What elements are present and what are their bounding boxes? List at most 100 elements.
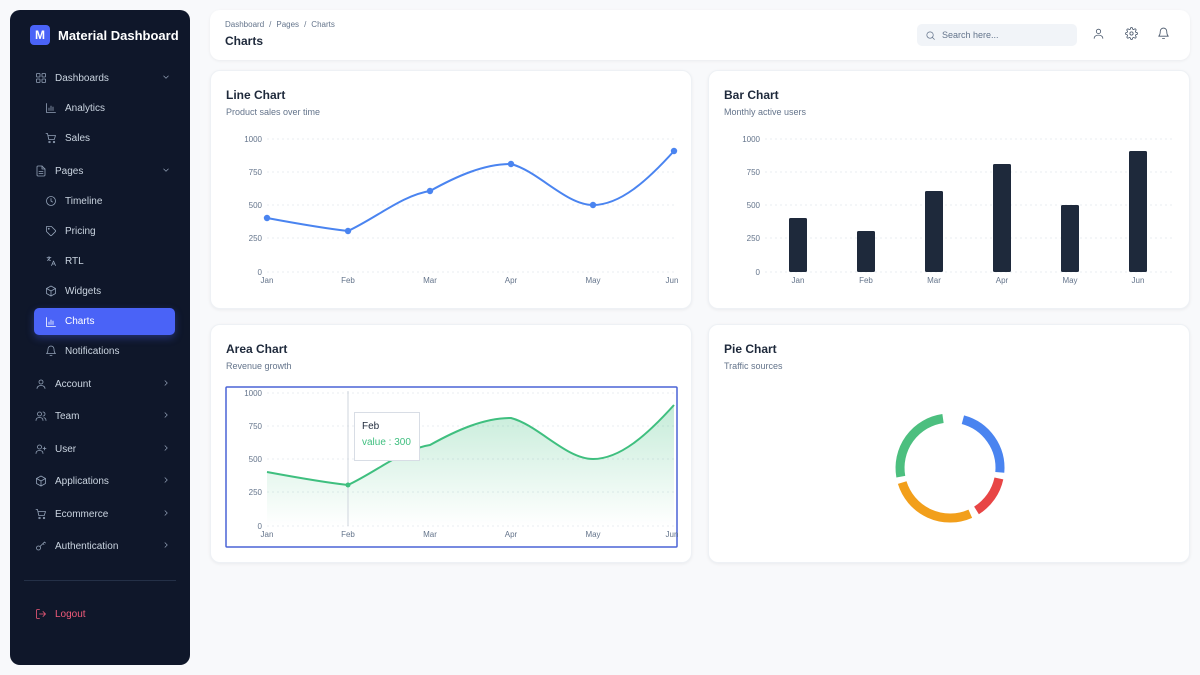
x-tick: Jun [666,530,679,539]
card-title: Pie Chart [724,342,777,356]
sidebar-item-widgets[interactable]: Widgets [34,280,175,302]
bar [925,191,943,272]
sidebar-item-timeline[interactable]: Timeline [34,190,175,212]
y-tick: 250 [747,234,761,243]
pie-slice [973,477,1004,515]
breadcrumb-charts: Charts [311,20,335,29]
tooltip-value: value : 300 [362,437,411,448]
sidebar-item-label: Sales [65,132,91,144]
card-title: Area Chart [226,342,288,356]
sidebar-item-authentication[interactable]: Authentication [34,535,175,557]
sidebar-item-label: Notifications [65,345,120,357]
sidebar-item-dashboards[interactable]: Dashboards [34,67,175,89]
sidebar-item-sales[interactable]: Sales [34,127,175,149]
sidebar-item-account[interactable]: Account [34,373,175,395]
y-tick: 500 [747,201,761,210]
breadcrumb-pages[interactable]: Pages [276,20,300,29]
x-tick: May [585,530,600,539]
search-box[interactable] [917,24,1077,46]
sidebar-item-pricing[interactable]: Pricing [34,220,175,242]
clock-icon [44,194,58,208]
x-tick: Feb [341,276,355,285]
sidebar-item-applications[interactable]: Applications [34,470,175,492]
chevron-down-icon [161,72,171,82]
area-chart-card: Area Chart Revenue growth 1000 750 500 2… [210,324,692,563]
x-tick: Jan [261,530,274,539]
bar [1061,205,1079,272]
x-tick: Jan [261,276,274,285]
x-tick: Apr [505,530,518,539]
logout-button[interactable]: Logout [34,603,175,625]
sidebar-item-label: Timeline [65,195,103,207]
y-tick: 0 [258,268,263,277]
chevron-right-icon [161,378,171,388]
bar-chart-plot[interactable]: 1000 750 500 250 0 Jan Feb Mar Apr May J… [709,71,1191,310]
cart-icon [34,507,48,521]
bar [993,164,1011,272]
sidebar-item-analytics[interactable]: Analytics [34,97,175,119]
x-tick: May [585,276,600,285]
page-title: Charts [225,34,264,48]
brand[interactable]: M Material Dashboard [30,25,179,45]
breadcrumb-separator: / [304,20,307,29]
x-tick: Jan [792,276,805,285]
chevron-right-icon [161,540,171,550]
pie-slice [897,481,973,523]
breadcrumb-separator: / [269,20,272,29]
sidebar-item-label: Dashboards [55,72,109,84]
card-subtitle: Revenue growth [226,361,292,371]
chevron-right-icon [161,410,171,420]
search-input[interactable] [942,30,1072,40]
sidebar-item-label: Widgets [65,285,102,297]
user-icon[interactable] [1092,27,1106,41]
sidebar-item-label: Applications [55,475,109,487]
sidebar-item-pages[interactable]: Pages [34,160,175,182]
area-chart-plot[interactable]: 1000 750 500 250 0 Jan Feb Mar Apr May J… [211,325,693,564]
sidebar-item-label: Account [55,378,92,390]
document-icon [34,164,48,178]
pie-slice [895,414,944,478]
cart-icon [44,131,58,145]
y-tick: 1000 [742,135,760,144]
sidebar-item-notifications[interactable]: Notifications [34,340,175,362]
sidebar-item-charts[interactable]: Charts [34,308,175,335]
key-icon [34,539,48,553]
brand-name: Material Dashboard [58,27,179,43]
sidebar-item-label: Team [55,410,80,422]
translate-icon [44,254,58,268]
bell-icon[interactable] [1157,27,1171,41]
breadcrumb-dashboard[interactable]: Dashboard [225,20,265,29]
sidebar-item-label: Pricing [65,225,96,237]
sidebar-item-user[interactable]: User [34,438,175,460]
card-subtitle: Monthly active users [724,107,807,117]
user-plus-icon [34,442,48,456]
pie-chart-card: Pie Chart Traffic sources [708,324,1190,563]
sidebar-item-label: Pages [55,165,84,177]
brand-logo: M [30,25,50,45]
sidebar-item-rtl[interactable]: RTL [34,250,175,272]
sidebar: M Material Dashboard Dashboards Analytic… [10,10,190,665]
tooltip-label: Feb [362,421,380,432]
pie-slice [961,415,1005,473]
cube-icon [44,284,58,298]
x-tick: Mar [423,530,437,539]
line-chart-plot[interactable]: 1000 750 500 250 0 Jan Feb Mar Apr May J… [211,71,693,310]
logout-icon [34,607,48,621]
x-tick: Feb [341,530,355,539]
x-tick: May [1062,276,1077,285]
sidebar-item-ecommerce[interactable]: Ecommerce [34,503,175,525]
gear-icon[interactable] [1125,27,1139,41]
x-tick: Feb [859,276,873,285]
breadcrumb: Dashboard / Pages / Charts [225,20,335,29]
pie-chart-plot[interactable] [709,325,1191,564]
sidebar-item-label: RTL [65,255,84,267]
x-tick: Jun [666,276,679,285]
chart-tooltip: Feb value : 300 [354,412,420,461]
y-tick: 1000 [244,135,262,144]
chevron-right-icon [161,443,171,453]
sidebar-item-team[interactable]: Team [34,405,175,427]
users-icon [34,409,48,423]
bar [789,218,807,272]
y-tick: 1000 [244,389,262,398]
x-tick: Apr [996,276,1009,285]
